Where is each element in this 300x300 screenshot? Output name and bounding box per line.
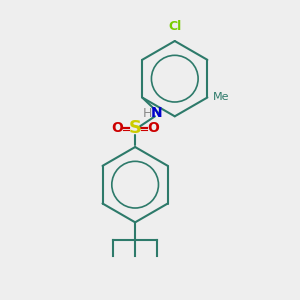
Text: Me: Me xyxy=(213,92,230,103)
Text: O: O xyxy=(111,121,123,135)
Text: Cl: Cl xyxy=(168,20,182,33)
Text: N: N xyxy=(151,106,163,120)
Text: S: S xyxy=(129,119,142,137)
Text: H: H xyxy=(142,107,152,120)
Text: O: O xyxy=(147,121,159,135)
